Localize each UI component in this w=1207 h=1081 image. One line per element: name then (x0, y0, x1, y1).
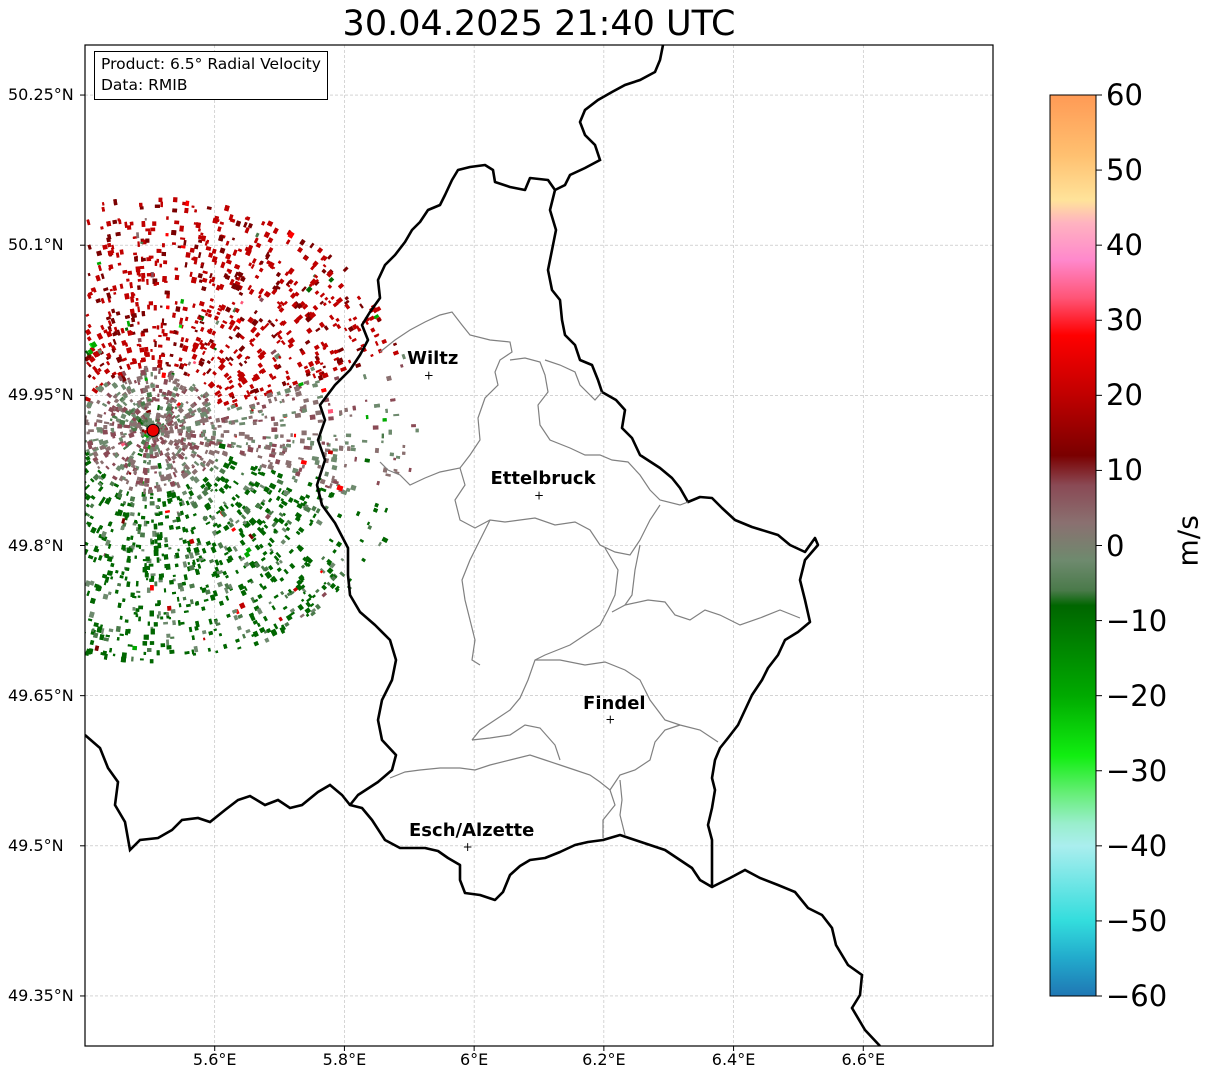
southwest-border (85, 734, 352, 853)
colorbar-unit-label: m/s (1171, 515, 1205, 567)
place-label: Esch/Alzette (409, 819, 535, 841)
data-source-label: Data: RMIB (101, 76, 188, 94)
eastern-border (554, 45, 665, 192)
place-marker: + (424, 368, 434, 382)
colorbar (1049, 94, 1097, 997)
colorbar-tick-label: 0 (1106, 528, 1125, 563)
colorbar-tick-label: −20 (1106, 678, 1168, 713)
place-label: Findel (583, 692, 646, 714)
x-tick-label: 6.6°E (841, 1050, 886, 1069)
place-marker: + (605, 713, 615, 727)
colorbar-tick-label: 10 (1106, 453, 1143, 488)
place-label: Wiltz (407, 348, 459, 370)
x-tick-label: 5.6°E (192, 1050, 237, 1069)
radar-echoes (85, 197, 419, 664)
x-tick-label: 6°E (459, 1050, 489, 1069)
radar-site-marker (146, 423, 160, 437)
y-tick-label: 50.1°N (8, 235, 64, 255)
y-tick-label: 49.65°N (8, 685, 74, 705)
y-tick-label: 49.95°N (8, 385, 74, 405)
colorbar-tick-label: −10 (1106, 603, 1168, 638)
colorbar-tick-label: 60 (1106, 78, 1143, 112)
colorbar-tick-label: −50 (1106, 903, 1168, 938)
product-info-box: Product: 6.5° Radial Velocity Data: RMIB (94, 51, 328, 100)
y-tick-label: 49.35°N (8, 985, 74, 1005)
map-title: 30.04.2025 21:40 UTC (342, 4, 736, 44)
y-tick-label: 49.5°N (8, 835, 64, 855)
canton-boundaries (379, 311, 801, 838)
x-tick-label: 6.4°E (711, 1050, 756, 1069)
place-marker: + (534, 488, 544, 502)
gridlines (85, 45, 993, 1046)
colorbar-tick-label: −60 (1106, 979, 1168, 1013)
x-tick-label: 5.8°E (322, 1050, 367, 1069)
colorbar-tick-label: −30 (1106, 753, 1168, 788)
y-tick-label: 49.8°N (8, 535, 64, 555)
colorbar-tick-label: 50 (1106, 153, 1143, 188)
colorbar-tick-label: −40 (1106, 828, 1168, 863)
place-marker: + (463, 840, 473, 854)
x-tick-label: 6.2°E (582, 1050, 626, 1069)
place-label: Ettelbruck (490, 468, 596, 490)
colorbar-tick-label: 40 (1106, 228, 1143, 263)
southeast-border (711, 868, 881, 1046)
luxembourg-border (315, 163, 820, 902)
colorbar-tick-label: 30 (1106, 303, 1143, 338)
y-tick-label: 50.25°N (8, 85, 74, 105)
colorbar-tick-label: 20 (1106, 378, 1143, 413)
product-label: Product: 6.5° Radial Velocity (101, 55, 321, 73)
